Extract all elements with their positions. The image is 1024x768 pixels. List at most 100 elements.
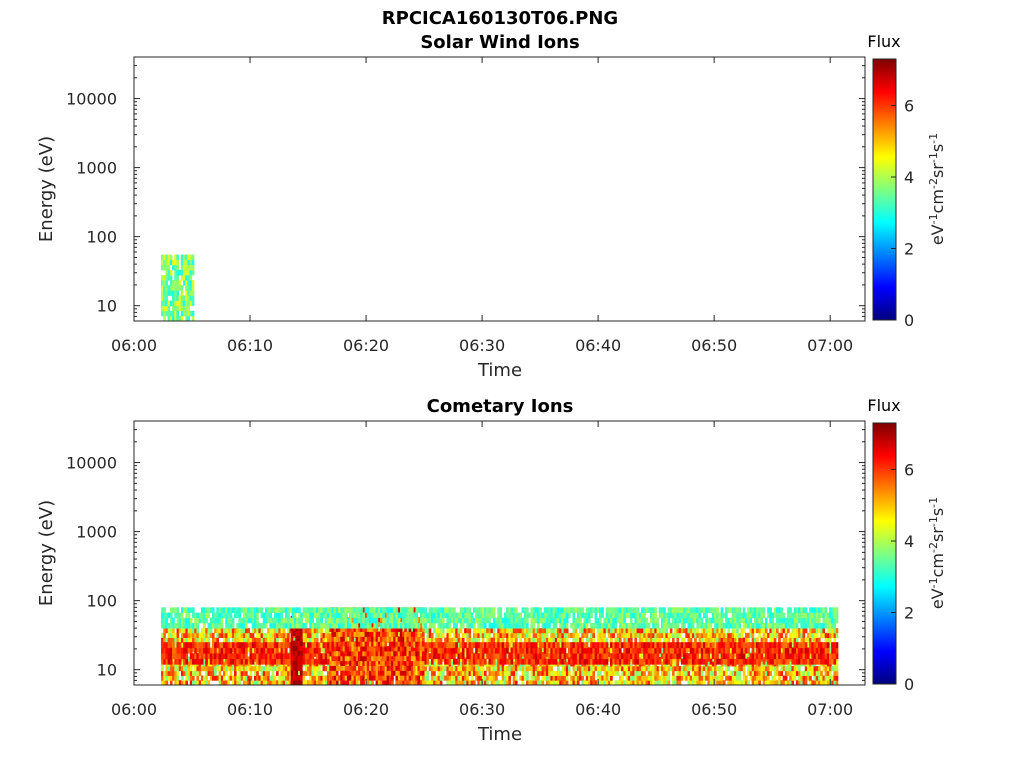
- heatmap-cell: [290, 630, 294, 637]
- heatmap-cell: [180, 310, 184, 317]
- heatmap-cell: [694, 628, 697, 634]
- heatmap-cell: [435, 656, 438, 662]
- heatmap-cell: [656, 637, 660, 643]
- heatmap-cell: [227, 680, 231, 685]
- heatmap-cell: [313, 647, 317, 654]
- heatmap-cell: [756, 642, 759, 649]
- heatmap-cell: [751, 658, 755, 665]
- heatmap-cell: [568, 632, 571, 638]
- heatmap-cell: [503, 642, 507, 649]
- heatmap-cell: [172, 280, 175, 286]
- heatmap-cell: [501, 670, 505, 676]
- heatmap-cell: [756, 658, 759, 665]
- heatmap-cell: [238, 680, 242, 685]
- heatmap-cell: [287, 680, 290, 685]
- heatmap-cell: [205, 632, 208, 638]
- colorbar-label[interactable]: eV-1cm-2sr-1s-1: [927, 133, 948, 245]
- heatmap-cell: [344, 655, 348, 662]
- heatmap-cell: [703, 680, 706, 685]
- heatmap-cell: [829, 666, 832, 672]
- heatmap-cell: [231, 666, 235, 672]
- heatmap-cell: [574, 670, 578, 676]
- heatmap-cell: [169, 254, 173, 261]
- heatmap-cell: [214, 647, 217, 654]
- heatmap-cell: [161, 642, 164, 649]
- heatmap-cell: [634, 675, 638, 681]
- heatmap-cell: [178, 647, 182, 654]
- heatmap-cell: [486, 680, 489, 685]
- heatmap-cell: [267, 658, 270, 665]
- heatmap-cell: [192, 670, 195, 676]
- heatmap-cell: [610, 658, 613, 665]
- heatmap-cell: [373, 636, 376, 642]
- heatmap-cell: [185, 285, 188, 291]
- heatmap-cell: [563, 680, 567, 685]
- heatmap-cell: [357, 636, 361, 642]
- heatmap-cell: [736, 670, 739, 676]
- heatmap-cell: [775, 680, 779, 685]
- heatmap-cell: [552, 670, 556, 676]
- heatmap-cell: [526, 632, 529, 638]
- heatmap-cell: [632, 666, 635, 672]
- heatmap-cell: [185, 637, 189, 643]
- heatmap-cell: [419, 632, 423, 638]
- heatmap-cell: [223, 675, 226, 681]
- heatmap-cell: [475, 642, 478, 649]
- heatmap-cell: [247, 647, 250, 653]
- heatmap-cell: [745, 642, 748, 648]
- heatmap-cell: [793, 675, 797, 681]
- heatmap-cell: [161, 637, 164, 643]
- heatmap-cell: [674, 632, 677, 638]
- heatmap-cell: [200, 666, 204, 672]
- heatmap-cell: [238, 666, 242, 672]
- heatmap-cell: [457, 653, 461, 660]
- heatmap-cell: [753, 670, 757, 676]
- heatmap-cell: [450, 628, 454, 634]
- heatmap-cell: [269, 637, 273, 643]
- heatmap-cell: [165, 285, 169, 291]
- colorbar-tick-label: 0: [904, 311, 914, 330]
- heatmap-cell: [731, 647, 735, 654]
- heatmap-cell: [196, 647, 200, 653]
- heatmap-cell: [364, 626, 368, 632]
- heatmap-cell: [665, 628, 669, 634]
- heatmap-cell: [229, 628, 233, 634]
- heatmap-cell: [169, 637, 173, 643]
- heatmap-cell: [521, 675, 525, 681]
- heatmap-cell: [769, 647, 772, 654]
- heatmap-cell: [610, 675, 613, 681]
- heatmap-cell: [297, 630, 301, 637]
- heatmap-cell: [645, 653, 649, 660]
- heatmap-cell: [616, 670, 620, 676]
- heatmap-cell: [678, 675, 682, 681]
- heatmap-cell: [216, 675, 219, 681]
- heatmap-cell: [455, 642, 458, 649]
- heatmap-cell: [833, 647, 837, 654]
- heatmap-cell: [371, 621, 374, 628]
- heatmap-cell: [773, 653, 777, 660]
- heatmap-cell: [773, 632, 777, 638]
- heatmap-cell: [249, 675, 253, 681]
- heatmap-cell: [446, 637, 450, 643]
- heatmap-cell: [180, 300, 184, 307]
- heatmap-cell: [674, 647, 677, 654]
- heatmap-cell: [576, 637, 580, 643]
- heatmap-cell: [656, 675, 660, 681]
- heatmap-cell: [240, 637, 244, 643]
- heatmap-cell: [290, 640, 294, 646]
- heatmap-cell: [366, 631, 370, 637]
- heatmap-cell: [707, 661, 711, 667]
- heatmap-cell: [784, 653, 788, 660]
- heatmap-cell: [223, 653, 226, 660]
- heatmap-cell: [634, 653, 638, 660]
- heatmap-cell: [654, 642, 657, 649]
- heatmap-cell: [636, 680, 640, 685]
- heatmap-cell: [720, 666, 724, 672]
- heatmap-cell: [585, 680, 589, 685]
- heatmap-cell: [501, 666, 505, 672]
- heatmap-cell: [709, 675, 713, 681]
- heatmap-cell: [725, 653, 728, 660]
- heatmap-cell: [581, 632, 584, 638]
- heatmap-cell: [189, 647, 193, 654]
- heatmap-cell: [309, 670, 312, 676]
